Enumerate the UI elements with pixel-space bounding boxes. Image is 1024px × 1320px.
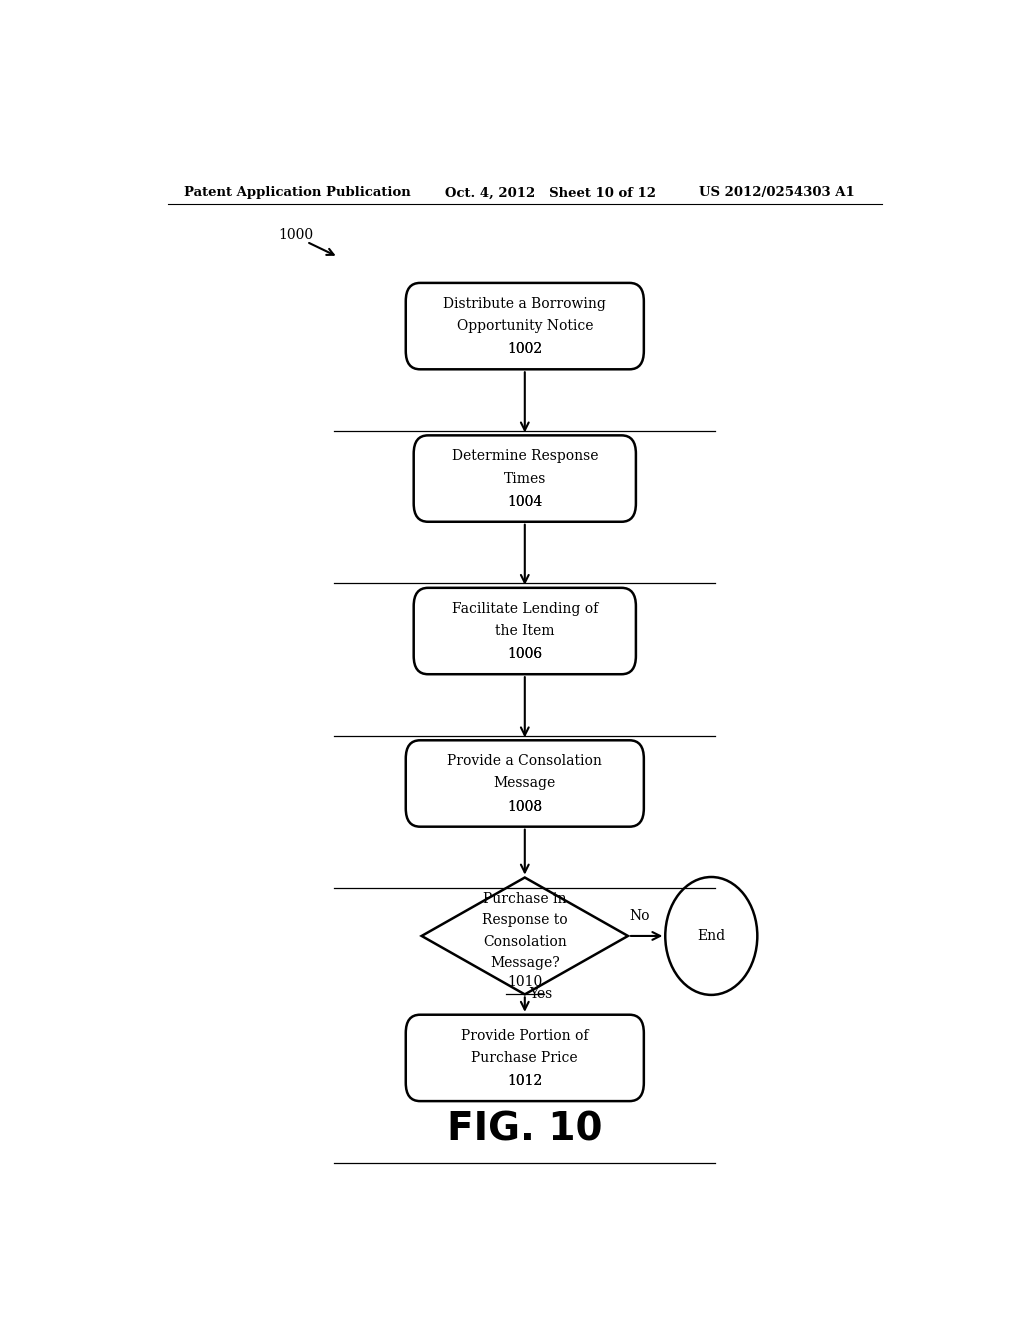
FancyBboxPatch shape (406, 282, 644, 370)
Text: 1000: 1000 (279, 227, 314, 242)
Text: Consolation: Consolation (483, 935, 566, 949)
FancyBboxPatch shape (414, 587, 636, 675)
Text: Response to: Response to (482, 913, 567, 927)
Text: Message?: Message? (489, 956, 560, 970)
Circle shape (666, 876, 758, 995)
Text: 1002: 1002 (507, 342, 543, 356)
Text: Determine Response: Determine Response (452, 449, 598, 463)
Text: Purchase in: Purchase in (483, 892, 566, 906)
FancyBboxPatch shape (406, 1015, 644, 1101)
Text: Purchase Price: Purchase Price (471, 1051, 579, 1065)
FancyBboxPatch shape (414, 436, 636, 521)
Text: 1002: 1002 (507, 342, 543, 356)
FancyBboxPatch shape (406, 741, 644, 826)
Text: Provide a Consolation: Provide a Consolation (447, 754, 602, 768)
Text: Distribute a Borrowing: Distribute a Borrowing (443, 297, 606, 310)
Text: 1006: 1006 (507, 647, 543, 661)
Text: No: No (630, 908, 650, 923)
Polygon shape (422, 878, 628, 994)
Text: Facilitate Lending of: Facilitate Lending of (452, 602, 598, 615)
Text: 1012: 1012 (507, 1074, 543, 1088)
Text: 1006: 1006 (507, 647, 543, 661)
Text: 1004: 1004 (507, 495, 543, 510)
Text: 1010: 1010 (507, 975, 543, 989)
Text: Times: Times (504, 471, 546, 486)
Text: Message: Message (494, 776, 556, 791)
Text: 1012: 1012 (507, 1074, 543, 1088)
Text: Patent Application Publication: Patent Application Publication (183, 186, 411, 199)
Text: Yes: Yes (529, 987, 552, 1001)
Text: 1008: 1008 (507, 800, 543, 814)
Text: US 2012/0254303 A1: US 2012/0254303 A1 (699, 186, 855, 199)
Text: Oct. 4, 2012   Sheet 10 of 12: Oct. 4, 2012 Sheet 10 of 12 (445, 186, 656, 199)
Text: Opportunity Notice: Opportunity Notice (457, 319, 593, 333)
Text: 1004: 1004 (507, 495, 543, 510)
Text: the Item: the Item (495, 624, 555, 638)
Text: Provide Portion of: Provide Portion of (461, 1028, 589, 1043)
Text: FIG. 10: FIG. 10 (447, 1110, 602, 1148)
Text: 1008: 1008 (507, 800, 543, 814)
Text: End: End (697, 929, 725, 942)
